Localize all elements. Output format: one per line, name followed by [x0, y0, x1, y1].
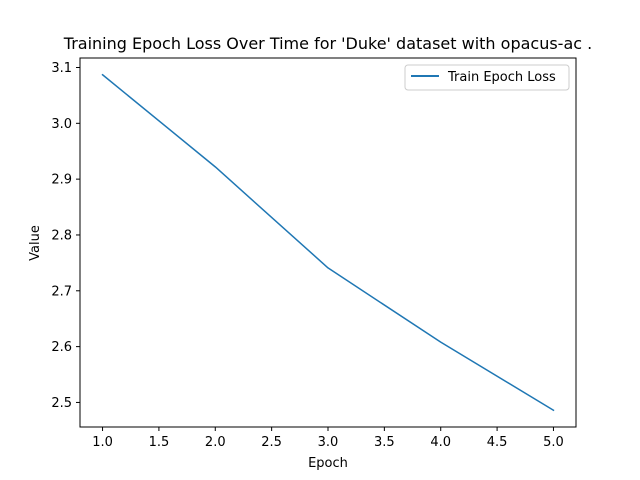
y-tick-label: 3.1: [51, 61, 72, 76]
x-tick-label: 5.0: [543, 435, 564, 450]
y-tick-label: 3.0: [51, 117, 72, 132]
x-tick-label: 1.5: [149, 435, 170, 450]
x-tick-label: 1.0: [92, 435, 113, 450]
y-axis: 2.5 2.6 2.7 2.8 2.9 3.0 3.1: [51, 61, 80, 411]
legend-box: [404, 64, 570, 91]
x-tick-label: 2.0: [205, 435, 226, 450]
legend-label: Train Epoch Loss: [447, 70, 556, 85]
x-tick-label: 4.0: [430, 435, 451, 450]
y-tick-label: 2.5: [51, 396, 72, 411]
y-axis-label: Value: [28, 225, 43, 261]
x-axis: 1.0 1.5 2.0 2.5 3.0 3.5 4.0 4.5 5.0: [92, 427, 564, 450]
chart-title: Training Epoch Loss Over Time for 'Duke'…: [63, 34, 592, 53]
y-tick-label: 2.6: [51, 340, 72, 355]
x-tick-label: 4.5: [487, 435, 508, 450]
plot-frame: [79, 57, 577, 428]
y-tick-label: 2.7: [51, 284, 72, 299]
series-layer: [101, 73, 555, 412]
x-tick-label: 2.5: [261, 435, 282, 450]
legend: Train Epoch Loss: [404, 64, 570, 91]
x-axis-label: Epoch: [308, 456, 348, 471]
y-tick-label: 2.8: [51, 228, 72, 243]
y-tick-label: 2.9: [51, 173, 72, 188]
x-tick-label: 3.0: [318, 435, 339, 450]
x-tick-label: 3.5: [374, 435, 395, 450]
series-line-train-epoch-loss: [101, 73, 555, 412]
